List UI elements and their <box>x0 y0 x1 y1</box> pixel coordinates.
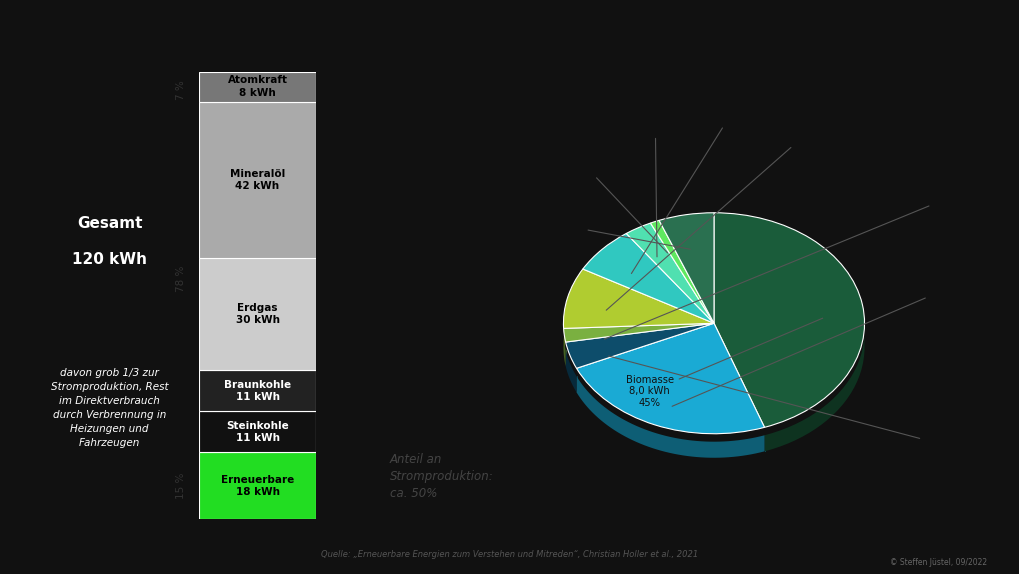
Wedge shape <box>562 269 713 328</box>
Polygon shape <box>564 336 566 366</box>
Text: Anteil an
Stromproduktion:
ca. 50%: Anteil an Stromproduktion: ca. 50% <box>389 453 493 500</box>
Text: Erneuerbare
18 kWh: Erneuerbare 18 kWh <box>221 475 293 497</box>
Wedge shape <box>582 234 713 323</box>
Polygon shape <box>764 328 864 451</box>
Bar <box>199 72 316 102</box>
Bar <box>199 102 316 258</box>
Text: Gesamt: Gesamt <box>76 216 143 231</box>
Text: Biokraftstoffe
1,1 kWh
6%: Biokraftstoffe 1,1 kWh 6% <box>515 206 690 249</box>
Text: Energieträger/-quellen: Energieträger/-quellen <box>199 538 325 549</box>
Text: Erdgas
30 kWh: Erdgas 30 kWh <box>235 303 279 325</box>
Bar <box>199 258 316 370</box>
Text: Wasserkraft
0,7 kWh
4%: Wasserkraft 0,7 kWh 4% <box>608 356 983 464</box>
Text: 120 kWh: 120 kWh <box>72 253 147 267</box>
Text: Wind
4,2 kWh
24%: Wind 4,2 kWh 24% <box>672 270 970 406</box>
Text: Wärmepumen
0,5 kWh
3%: Wärmepumen 0,5 kWh 3% <box>620 100 690 257</box>
Text: Abfälle
1,2 kWh
7%: Abfälle 1,2 kWh 7% <box>631 90 756 274</box>
Wedge shape <box>626 223 713 323</box>
Text: Solarthermie
0,3 kWh
2%: Solarthermie 0,3 kWh 2% <box>603 174 998 339</box>
Bar <box>199 452 316 519</box>
Text: 7 %: 7 % <box>175 80 185 100</box>
Text: 78 %: 78 % <box>175 266 185 292</box>
Text: Geothermie
0,1 kWh
0%: Geothermie 0,1 kWh 0% <box>546 140 667 253</box>
Wedge shape <box>564 323 713 342</box>
Text: Energieträger und -verbrauch in Deutschland pro Person und Tag: Energieträger und -verbrauch in Deutschl… <box>100 26 919 46</box>
Text: Photovoltaik
1,7 kWh
9%: Photovoltaik 1,7 kWh 9% <box>605 110 845 310</box>
Bar <box>199 370 316 411</box>
Text: Quelle: „Erneuerbare Energien zum Verstehen und Mitreden“, Christian Holler et a: Quelle: „Erneuerbare Energien zum Verste… <box>321 550 698 559</box>
Text: Mineralöl
42 kWh: Mineralöl 42 kWh <box>229 169 285 191</box>
Wedge shape <box>713 213 864 428</box>
Text: Braunkohle
11 kWh: Braunkohle 11 kWh <box>224 379 290 402</box>
Text: Steinkohle
11 kWh: Steinkohle 11 kWh <box>226 421 288 443</box>
Wedge shape <box>576 323 764 434</box>
Wedge shape <box>658 213 713 323</box>
Text: Primärenergieverbrauch: Primärenergieverbrauch <box>48 538 183 549</box>
Text: davon grob 1/3 zur
Stromproduktion, Rest
im Direktverbrauch
durch Verbrennung in: davon grob 1/3 zur Stromproduktion, Rest… <box>51 367 168 448</box>
Polygon shape <box>566 350 576 392</box>
Text: Biomasse
8,0 kWh
45%: Biomasse 8,0 kWh 45% <box>625 318 822 408</box>
Wedge shape <box>566 323 713 369</box>
Polygon shape <box>576 376 764 457</box>
Bar <box>199 411 316 452</box>
Wedge shape <box>650 220 713 323</box>
Text: 15 %: 15 % <box>175 473 185 499</box>
Text: © Steffen Jüstel, 09/2022: © Steffen Jüstel, 09/2022 <box>889 558 985 567</box>
Text: Atomkraft
8 kWh: Atomkraft 8 kWh <box>227 75 287 98</box>
